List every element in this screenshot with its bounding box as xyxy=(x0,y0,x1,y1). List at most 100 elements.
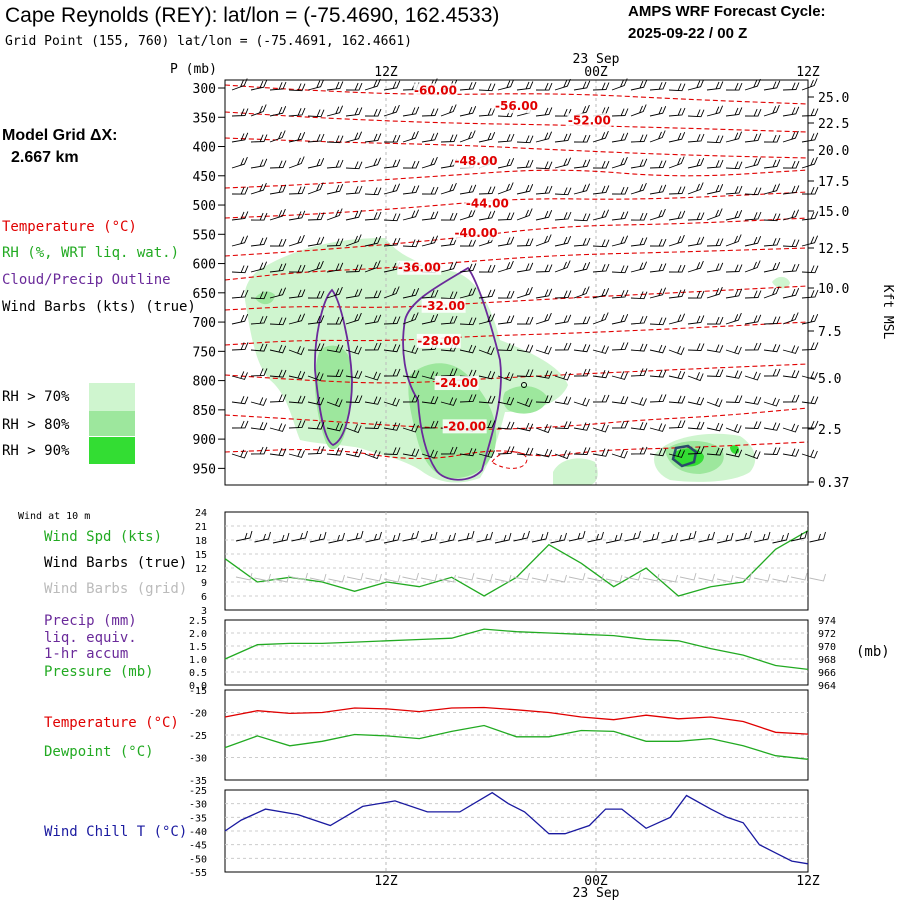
temp-tick-label: -25 xyxy=(189,731,207,742)
wind-barb xyxy=(611,235,629,247)
wind-barb xyxy=(269,317,287,326)
surface-wind-barb-true xyxy=(605,532,623,544)
surface-wind-barb-true xyxy=(642,531,660,543)
top-time-label-12z-a: 12Z xyxy=(374,65,398,80)
surface-wind-barb-grid xyxy=(605,574,623,583)
wind-barb xyxy=(497,182,514,195)
wind-barb xyxy=(459,263,477,273)
wind-barb xyxy=(801,235,819,247)
wind-barb xyxy=(345,107,363,117)
wind-barb xyxy=(725,395,743,403)
wind-barb xyxy=(592,370,610,379)
wind-barb xyxy=(250,158,268,169)
isotherm-label: -20.00 xyxy=(443,419,486,433)
height-tick-label: 20.0 xyxy=(818,144,849,159)
surface-wind-barb-grid xyxy=(568,572,586,581)
wind-barb xyxy=(649,106,667,117)
pressure-tick-label: 350 xyxy=(193,111,216,126)
surface-wind-barb-grid xyxy=(494,574,512,583)
wind-barb xyxy=(668,420,686,429)
wind-barb xyxy=(516,422,534,432)
pressure-tick-label: 300 xyxy=(193,82,216,97)
height-tick-label: 17.5 xyxy=(818,175,849,190)
pressure-ticks: 300 350 400 450 500 550 600 650 700 750 800 850 900 9… xyxy=(193,82,225,477)
isotherm-label: -48.00 xyxy=(455,154,498,168)
rh-legend: RH > 70% RH > 80% RH > 90% xyxy=(2,383,135,464)
wind-barb xyxy=(630,104,647,117)
wind-barb xyxy=(668,264,686,273)
wind-barb xyxy=(744,290,762,299)
wind-barb xyxy=(573,316,591,325)
wind-barb xyxy=(535,131,553,143)
wind-barb xyxy=(288,313,306,325)
wind-barb xyxy=(744,371,761,381)
isotherm-label-background xyxy=(413,83,458,98)
wind-barb xyxy=(231,235,249,247)
wind-barb xyxy=(725,161,743,170)
surface-wind-barb-grid xyxy=(661,574,678,583)
wind-barb xyxy=(535,370,553,379)
wind-barb xyxy=(250,315,268,325)
wind-barb xyxy=(307,133,325,143)
upper-wind-barbs xyxy=(231,78,819,460)
wind-barb xyxy=(592,288,610,299)
wind-barb xyxy=(250,261,268,273)
wind-barb xyxy=(478,313,496,325)
wind-barb xyxy=(421,396,439,405)
model-grid-label: Model Grid ΔX: xyxy=(2,127,118,144)
wind-barb xyxy=(592,130,609,143)
surface-wind-barb-grid xyxy=(716,574,734,583)
height-tick-label: 12.5 xyxy=(818,242,849,257)
wind-barb xyxy=(250,237,268,247)
wind-barb xyxy=(516,159,534,169)
wind-barb xyxy=(554,342,572,351)
surface-wind-barb-true xyxy=(513,530,530,542)
wind-barb xyxy=(801,289,819,299)
wind-barb xyxy=(573,447,591,455)
wind-barb xyxy=(421,108,439,117)
wind-barb xyxy=(288,370,306,380)
wind-barb xyxy=(250,134,268,143)
wind-barb xyxy=(383,237,401,247)
wind-barb xyxy=(573,183,591,195)
wind-barb xyxy=(326,447,344,456)
wind-barb xyxy=(763,316,781,325)
wind-barb xyxy=(288,264,306,273)
wind-barb xyxy=(307,421,325,430)
forecast-cycle-label: AMPS WRF Forecast Cycle: xyxy=(628,3,826,20)
wind-barb xyxy=(573,286,590,299)
pressure-tick-label: 970 xyxy=(818,642,836,653)
wind-barb xyxy=(383,104,400,117)
wind-barb xyxy=(307,158,325,169)
surface-wind-barb-true xyxy=(753,531,771,543)
wind-barb xyxy=(706,316,724,325)
wind-barb xyxy=(801,314,819,325)
wind-barb xyxy=(706,344,724,353)
pressure-tick-label: 900 xyxy=(193,433,216,448)
wind-barb xyxy=(592,160,610,169)
surface-wind-barb-true xyxy=(309,531,327,543)
wind-barb xyxy=(706,262,724,273)
wind-barb xyxy=(554,187,572,196)
wind-barb xyxy=(744,421,762,429)
wind-barb xyxy=(801,342,819,351)
height-tick-label: 15.0 xyxy=(818,205,849,220)
wind-barb xyxy=(782,185,800,195)
wind-barb xyxy=(801,156,818,169)
cloud-outline-contour xyxy=(402,266,502,481)
wind-legend-label: Wind Barbs (true) xyxy=(44,555,187,571)
height-tick-label: 0.37 xyxy=(818,476,849,491)
wind-barb xyxy=(383,344,401,353)
wind-barb xyxy=(687,260,704,273)
wind-barb xyxy=(345,185,363,195)
wind-barb xyxy=(402,370,420,379)
wind-barb xyxy=(326,135,344,144)
wind-barb xyxy=(630,212,648,221)
surface-wind-barb-grid xyxy=(642,573,660,582)
wind-barb xyxy=(459,81,477,91)
isotherm-label-background xyxy=(454,154,499,169)
wind-barb xyxy=(421,156,438,169)
wind-barb xyxy=(440,182,457,195)
wind-barb xyxy=(649,448,667,457)
wind-barb xyxy=(801,420,819,429)
